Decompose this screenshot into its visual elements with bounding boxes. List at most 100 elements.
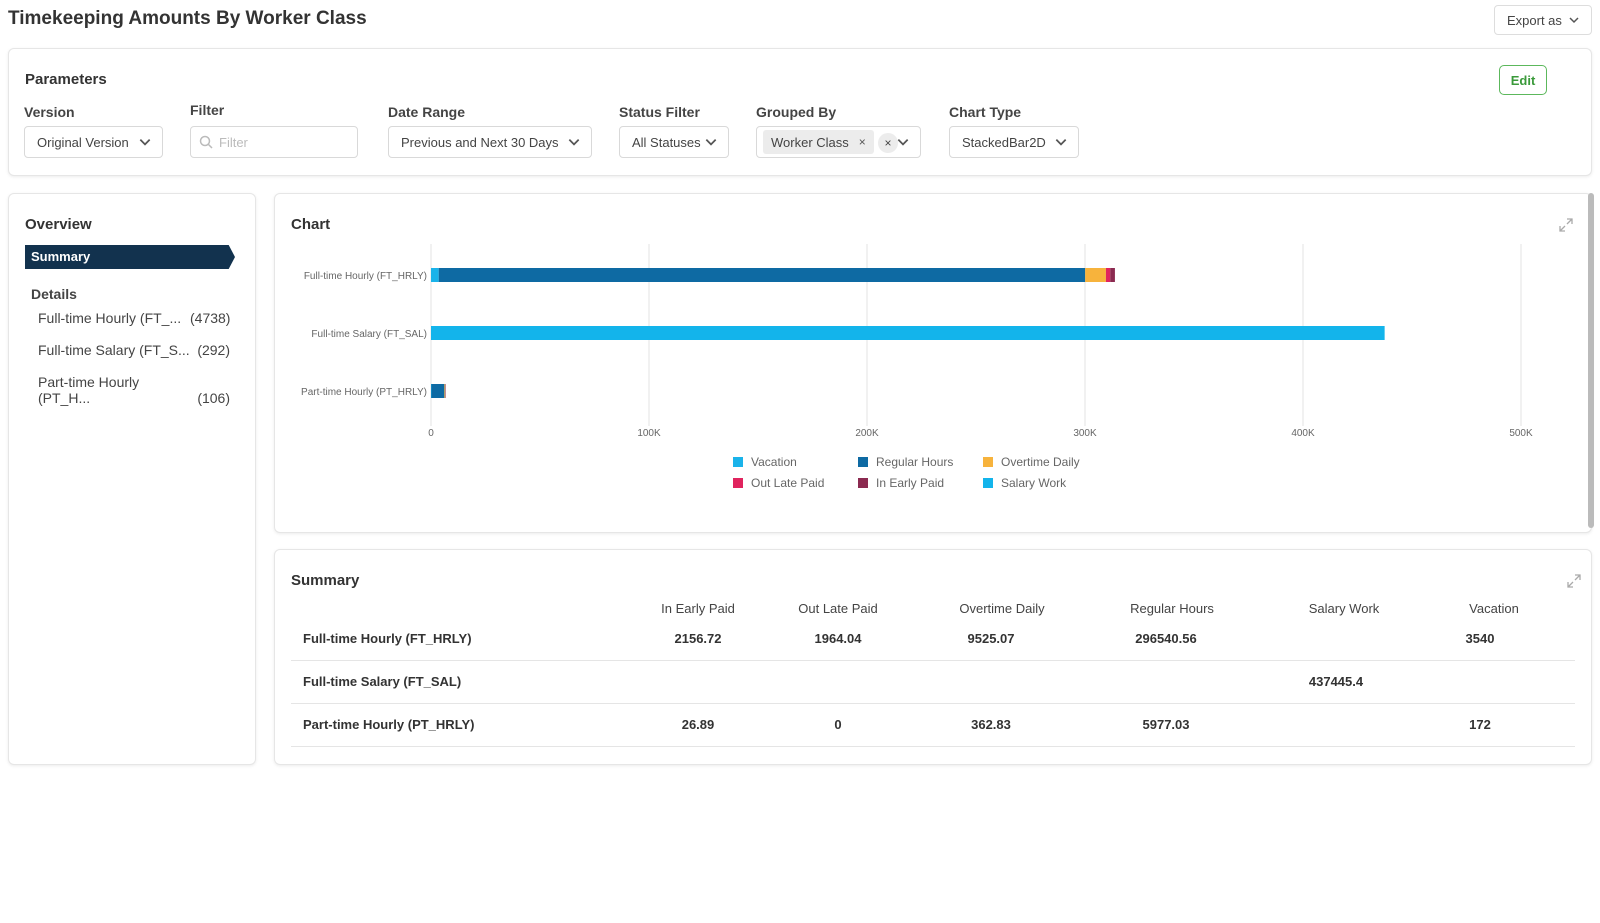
y-tick-label: Full-time Hourly (FT_HRLY) (304, 271, 427, 282)
table-cell: 26.89 (681, 717, 715, 732)
chevron-down-icon (1569, 17, 1579, 24)
bar-segment (1110, 268, 1115, 282)
bar-segment (1085, 268, 1106, 282)
table-row: Full-time Salary (FT_SAL) 437445.4 (291, 661, 1575, 704)
grouped-by-tag: Worker Class × (763, 130, 874, 154)
legend-label: Regular Hours (876, 455, 953, 469)
page-title: Timekeeping Amounts By Worker Class (8, 8, 367, 29)
status-filter-select[interactable]: All Statuses (619, 126, 729, 158)
table-cell: 362.83 (971, 717, 1011, 732)
close-icon[interactable]: × (878, 133, 898, 153)
export-label: Export as (1507, 12, 1562, 28)
overview-title: Overview (25, 216, 92, 233)
scrollbar[interactable] (1588, 193, 1594, 528)
chart-title: Chart (291, 216, 331, 233)
table-cell: 1964.04 (814, 631, 862, 646)
column-header[interactable]: Out Late Paid (798, 601, 878, 616)
chart-type-select[interactable]: StackedBar2D (949, 126, 1079, 158)
table-cell: 0 (834, 717, 842, 732)
chart-type-label: Chart Type (949, 104, 1022, 120)
filter-input[interactable] (219, 134, 349, 150)
details-title: Details (31, 286, 77, 302)
column-header[interactable]: Vacation (1469, 601, 1519, 616)
y-tick-label: Part-time Hourly (PT_HRLY) (301, 387, 427, 398)
sidebar-item-ft-salary[interactable]: Full-time Salary (FT_S... (292) (38, 342, 238, 358)
sidebar-item-summary[interactable]: Summary (25, 245, 235, 269)
version-select[interactable]: Original Version (24, 126, 163, 158)
summary-panel: Summary In Early Paid Out Late Paid Over… (274, 549, 1592, 765)
table-cell: 296540.56 (1135, 631, 1197, 646)
grouped-by-label: Grouped By (756, 104, 837, 120)
expand-icon[interactable] (1557, 216, 1575, 234)
search-icon (199, 135, 213, 149)
legend-label: In Early Paid (876, 476, 944, 490)
detail-count: (106) (197, 390, 230, 406)
edit-button[interactable]: Edit (1499, 65, 1547, 95)
status-filter-value: All Statuses (632, 134, 701, 150)
table-row: Full-time Hourly (FT_HRLY) 2156.72 1964.… (291, 618, 1575, 661)
row-name: Full-time Hourly (FT_HRLY) (303, 631, 472, 646)
y-tick-label: Full-time Salary (FT_SAL) (311, 329, 427, 340)
chevron-down-icon (705, 139, 717, 146)
legend-label: Vacation (751, 455, 797, 469)
grouped-by-tag-label: Worker Class (771, 134, 849, 150)
filter-field[interactable] (190, 126, 358, 158)
summary-title: Summary (291, 572, 360, 589)
chart-type-value: StackedBar2D (962, 134, 1046, 150)
column-header[interactable]: In Early Paid (661, 601, 735, 616)
column-header[interactable]: Regular Hours (1130, 601, 1214, 616)
sidebar-item-ft-hourly[interactable]: Full-time Hourly (FT_... (4738) (38, 310, 238, 326)
legend-label: Out Late Paid (751, 476, 824, 490)
chevron-down-icon (139, 139, 151, 146)
x-tick-label: 400K (1291, 428, 1315, 439)
x-tick-label: 200K (855, 428, 879, 439)
version-label: Version (24, 104, 75, 120)
column-header[interactable]: Salary Work (1308, 601, 1380, 616)
date-range-value: Previous and Next 30 Days (401, 134, 559, 150)
expand-icon[interactable] (1565, 572, 1583, 590)
legend-swatch (733, 478, 743, 488)
chart-panel: Chart 0 100K 200K 300K 400K 500K Full-time Hou… (274, 193, 1592, 533)
date-range-label: Date Range (388, 104, 466, 120)
bar-segment (431, 384, 445, 398)
x-tick-label: 0 (428, 428, 434, 439)
parameters-title: Parameters (25, 71, 107, 88)
bar-segment (431, 384, 432, 398)
date-range-select[interactable]: Previous and Next 30 Days (388, 126, 592, 158)
x-tick-label: 300K (1073, 428, 1097, 439)
chevron-down-icon (568, 139, 580, 146)
stacked-bar-chart: 0 100K 200K 300K 400K 500K Full-time Hourly (F… (301, 244, 1533, 490)
table-row: Part-time Hourly (PT_HRLY) 26.89 0 362.8… (291, 704, 1575, 747)
x-tick-label: 100K (637, 428, 661, 439)
legend-swatch (983, 457, 993, 467)
table-cell: 437445.4 (1308, 674, 1364, 689)
table-cell: 5977.03 (1142, 717, 1190, 732)
remove-tag-icon[interactable]: × (858, 135, 866, 149)
x-tick-label: 500K (1509, 428, 1533, 439)
legend-label: Salary Work (1001, 476, 1067, 490)
legend-swatch (858, 457, 868, 467)
sidebar-item-pt-hourly[interactable]: Part-time Hourly (PT_H... (106) (38, 374, 238, 406)
detail-label: Full-time Hourly (FT_... (38, 310, 182, 326)
legend-swatch (733, 457, 743, 467)
row-name: Full-time Salary (FT_SAL) (303, 674, 462, 689)
legend-swatch (858, 478, 868, 488)
table-cell: 172 (1469, 717, 1491, 732)
filter-label: Filter (190, 102, 225, 118)
version-value: Original Version (37, 134, 129, 150)
chevron-down-icon (897, 139, 909, 146)
export-button[interactable]: Export as (1494, 5, 1592, 35)
bar-segment (445, 384, 446, 398)
chevron-down-icon (1055, 139, 1067, 146)
column-header[interactable]: Overtime Daily (959, 601, 1045, 616)
bar-segment (438, 268, 1086, 282)
table-cell: 2156.72 (674, 631, 722, 646)
detail-label: Part-time Hourly (PT_H... (38, 374, 140, 406)
status-filter-label: Status Filter (619, 104, 700, 120)
table-cell: 9525.07 (967, 631, 1015, 646)
bar-segment (431, 268, 439, 282)
legend-swatch (983, 478, 993, 488)
overview-sidebar: Overview Summary Details Full-time Hourl… (8, 193, 256, 765)
bar-segment (444, 384, 446, 398)
bar-segment (1105, 268, 1111, 282)
